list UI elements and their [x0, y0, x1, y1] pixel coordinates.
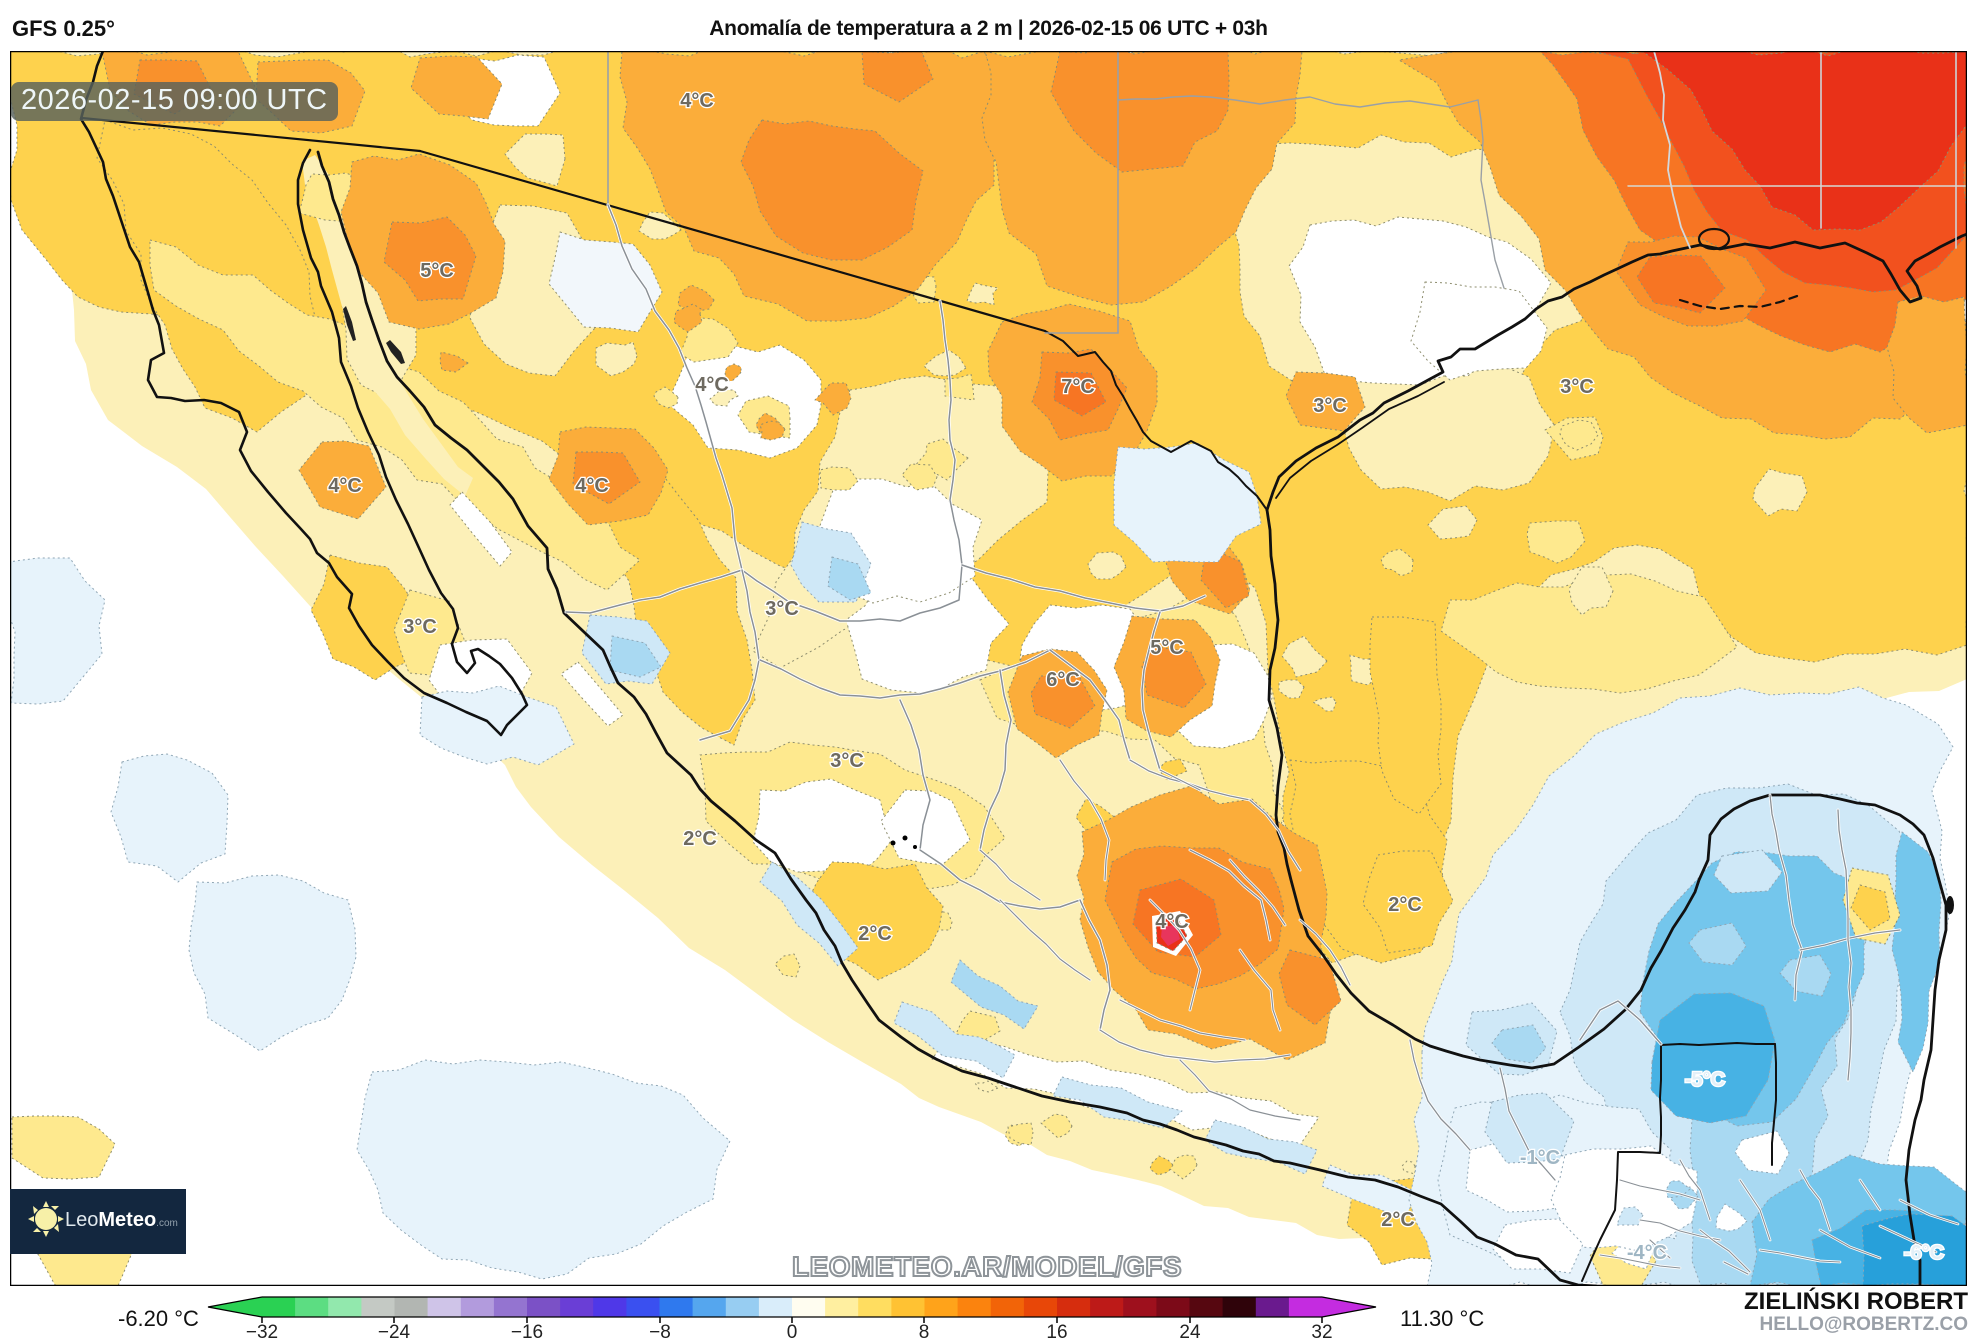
svg-text:−16: −16	[511, 1322, 543, 1340]
svg-text:4°C: 4°C	[695, 374, 729, 396]
svg-text:32: 32	[1311, 1322, 1332, 1340]
svg-text:6°C: 6°C	[1046, 669, 1080, 691]
svg-text:2°C: 2°C	[1388, 894, 1422, 916]
svg-text:24: 24	[1179, 1322, 1201, 1340]
svg-text:16: 16	[1046, 1322, 1067, 1340]
svg-text:4°C: 4°C	[680, 90, 714, 112]
svg-text:−32: −32	[246, 1322, 278, 1340]
svg-text:3°C: 3°C	[830, 750, 864, 772]
svg-text:3°C: 3°C	[1313, 395, 1347, 417]
svg-text:8: 8	[919, 1322, 930, 1340]
svg-text:LEOMETEO.AR/MODEL/GFS: LEOMETEO.AR/MODEL/GFS	[792, 1251, 1182, 1282]
svg-text:2°C: 2°C	[683, 828, 717, 850]
svg-text:5°C: 5°C	[420, 260, 454, 282]
svg-text:2°C: 2°C	[1381, 1209, 1415, 1231]
svg-text:-6°C: -6°C	[1904, 1242, 1944, 1264]
svg-text:−8: −8	[649, 1322, 671, 1340]
svg-text:0: 0	[787, 1322, 798, 1340]
svg-text:3°C: 3°C	[1560, 376, 1594, 398]
svg-text:-5°C: -5°C	[1685, 1069, 1725, 1091]
svg-text:-4°C: -4°C	[1627, 1242, 1667, 1264]
svg-text:4°C: 4°C	[328, 475, 362, 497]
svg-text:3°C: 3°C	[403, 616, 437, 638]
svg-text:-1°C: -1°C	[1520, 1147, 1560, 1169]
svg-text:2°C: 2°C	[858, 923, 892, 945]
svg-text:LeoMeteo.com: LeoMeteo.com	[65, 1209, 178, 1231]
svg-text:3°C: 3°C	[765, 598, 799, 620]
svg-text:−24: −24	[378, 1322, 411, 1340]
svg-text:7°C: 7°C	[1061, 376, 1095, 398]
svg-text:4°C: 4°C	[1155, 911, 1189, 933]
svg-text:4°C: 4°C	[575, 475, 609, 497]
svg-text:5°C: 5°C	[1150, 637, 1184, 659]
